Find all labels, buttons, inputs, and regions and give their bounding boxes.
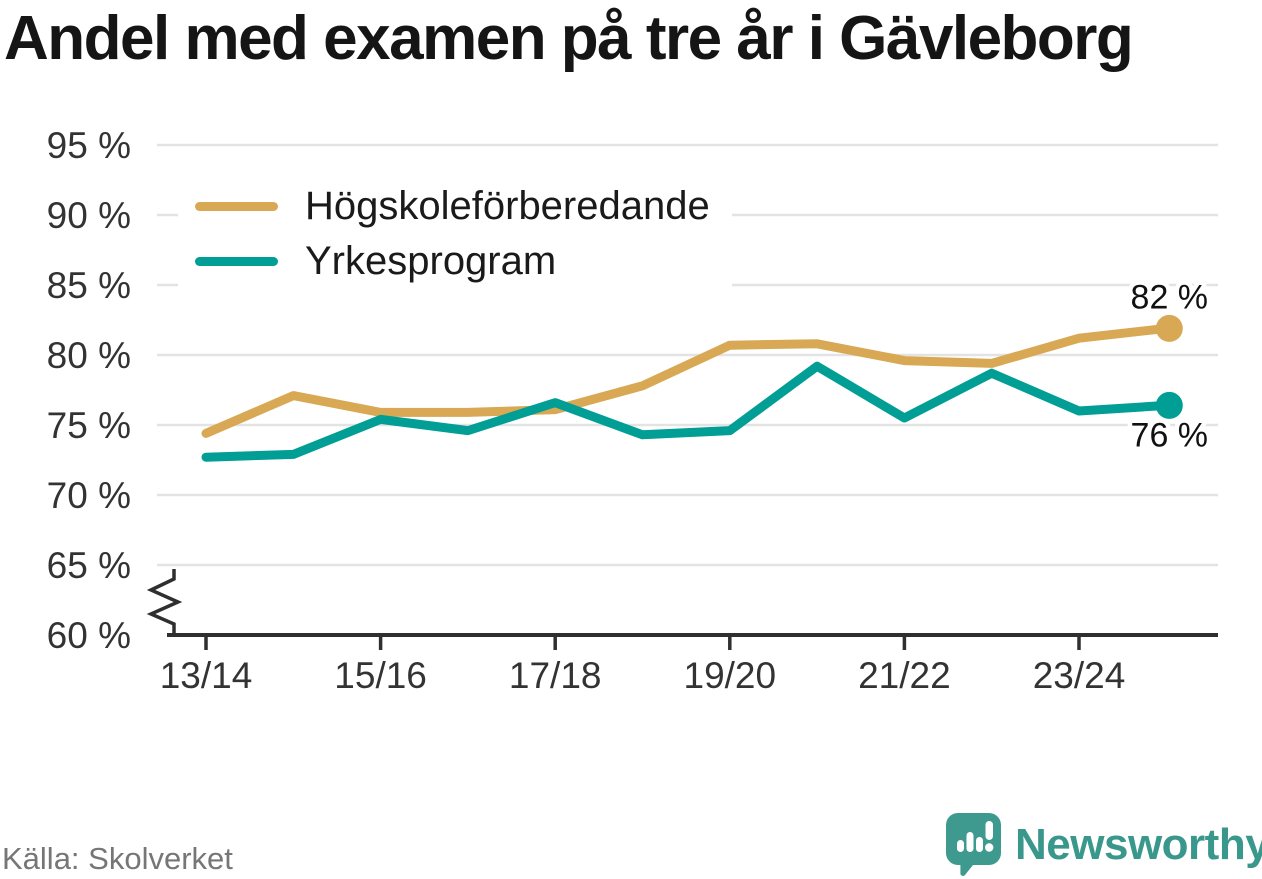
legend-label-yrkesprogram: Yrkesprogram <box>305 239 557 283</box>
chart-title: Andel med examen på tre år i Gävleborg <box>4 4 1134 73</box>
y-tick-label: 70 % <box>47 475 131 516</box>
y-tick-label: 95 % <box>47 125 131 166</box>
x-tick-label: 17/18 <box>509 655 602 696</box>
y-tick-label: 80 % <box>47 335 131 376</box>
x-tick-label: 13/14 <box>160 655 253 696</box>
legend-swatch-gold-line-icon <box>195 201 278 211</box>
series-line-hogskoleforberedande <box>201 323 1171 438</box>
legend-item-yrkesprogram: Yrkesprogram <box>195 241 710 281</box>
x-tick-label: 19/20 <box>684 655 777 696</box>
y-tick-label: 90 % <box>47 195 131 236</box>
x-tick-label: 23/24 <box>1033 655 1126 696</box>
newsworthy-brand: Newsworthy <box>946 813 1262 877</box>
x-tick-label: 21/22 <box>858 655 951 696</box>
axis-break-icon <box>146 569 183 633</box>
y-tick-label: 65 % <box>47 545 131 586</box>
series-end-label-yrkesprogram: 76 % <box>1131 416 1209 454</box>
legend-item-hogskoleforberedande: Högskoleförberedande <box>195 186 710 226</box>
series-end-label-hogskoleforberedande: 82 % <box>1131 278 1209 316</box>
newsworthy-logo-icon <box>946 813 1001 876</box>
source-note: Källa: Skolverket <box>2 841 233 876</box>
series-end-dot-hogskoleforberedande <box>1155 314 1183 342</box>
legend-label-hogskoleforberedande: Högskoleförberedande <box>305 184 710 228</box>
y-tick-label: 75 % <box>47 405 131 446</box>
x-tick-label: 15/16 <box>334 655 427 696</box>
legend-swatch-teal-line-icon <box>195 256 278 266</box>
series-line-yrkesprogram <box>201 361 1171 462</box>
y-tick-label: 85 % <box>47 265 131 306</box>
series-end-dot-yrkesprogram <box>1155 391 1183 419</box>
chart-legend: Högskoleförberedande Yrkesprogram <box>178 174 732 295</box>
y-tick-label: 60 % <box>47 615 131 656</box>
newsworthy-wordmark: Newsworthy <box>1015 820 1262 869</box>
